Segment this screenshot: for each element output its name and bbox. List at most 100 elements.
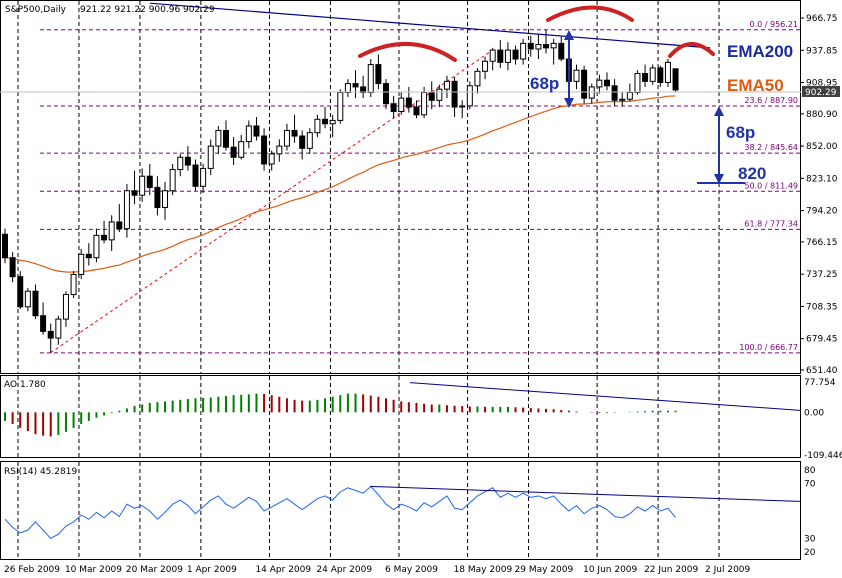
candle-body — [451, 80, 458, 108]
candle-body — [207, 145, 214, 169]
candle-body — [337, 92, 344, 121]
move-arrow-top-head-up — [564, 30, 574, 40]
candle-body — [162, 190, 169, 208]
move-arrow-top-head-down — [564, 98, 574, 108]
candle-body — [459, 105, 466, 108]
candle-body — [299, 135, 306, 149]
fib-level-label: 100.0 / 666.77 — [739, 343, 798, 352]
candle-body — [405, 97, 412, 108]
rsi-title: RSI(14) 45.2819 — [4, 467, 77, 477]
candle-body — [78, 253, 85, 275]
current-price-tag-bg — [802, 86, 840, 97]
candle-body — [245, 125, 252, 143]
candle-body — [535, 44, 542, 50]
price-axis: 26 Feb 2009 10 Mar 2009 20 Mar 2009 1 Apr 2… — [4, 14, 842, 575]
candle-body — [101, 234, 108, 241]
candle-body — [306, 132, 313, 149]
candle-body — [558, 42, 565, 60]
rsi-tick-label: 30 — [804, 534, 816, 544]
candle-body — [657, 67, 664, 83]
candle-body — [664, 61, 671, 83]
ao-panel-frame — [0, 375, 801, 458]
candle-body — [390, 103, 397, 112]
date-tick-label: 10 Jun 2009 — [583, 565, 637, 575]
candle-body — [55, 318, 62, 339]
candle-body — [222, 129, 229, 148]
rsi-tick-label: 80 — [804, 466, 816, 476]
rsi-trend-line — [369, 485, 801, 502]
candle-body — [85, 253, 92, 259]
candle-body — [603, 79, 610, 87]
price-tick-label: 937.85 — [806, 46, 838, 56]
candle-body — [215, 129, 222, 147]
candle-body — [352, 83, 359, 88]
candle-body — [276, 145, 283, 155]
candle-body — [253, 125, 260, 137]
candle-body — [32, 290, 39, 317]
candle-body — [504, 49, 511, 63]
fib-level-label: 0.0 / 956.21 — [750, 20, 799, 29]
date-tick-label: 2 Jul 2009 — [705, 565, 750, 575]
ao-tick-label: -109.446 — [804, 451, 842, 461]
rsi-panel-frame — [0, 461, 801, 560]
candle-body — [116, 221, 123, 230]
candle-body — [192, 164, 199, 187]
move-arrow-right-head-up — [714, 106, 724, 116]
ema50-label: EMA50 — [727, 76, 784, 95]
date-tick-label: 22 Jun 2009 — [644, 565, 698, 575]
ema200-label: EMA200 — [727, 42, 793, 61]
price-tick-label: 908.95 — [806, 79, 838, 89]
candle-body — [139, 175, 146, 196]
price-tick-label: 794.20 — [806, 207, 838, 217]
candle-body — [40, 315, 47, 332]
candle-body — [588, 86, 595, 99]
candle-body — [626, 92, 633, 100]
candle-body — [62, 294, 69, 320]
date-tick-label: 26 Feb 2009 — [4, 565, 60, 575]
candle-body — [672, 68, 679, 91]
ao-trend-line — [409, 382, 801, 411]
candle-body — [596, 79, 603, 88]
candle-body — [550, 42, 557, 49]
candle-body — [367, 64, 374, 94]
candle-body — [154, 186, 161, 208]
trend-line-support — [50, 49, 493, 353]
ao-histogram — [4, 382, 801, 437]
candle-body — [230, 146, 237, 158]
move-label-right: 68p — [726, 123, 755, 142]
date-tick-label: 1 Apr 2009 — [187, 565, 237, 575]
candle-body — [2, 233, 8, 259]
rsi-polyline — [4, 485, 676, 539]
candle-body — [261, 135, 268, 165]
candle-body — [443, 80, 450, 90]
vertical-grid — [17, 1, 720, 559]
candle-body — [238, 141, 245, 158]
rsi-tick-label: 70 — [804, 480, 816, 490]
candle-body — [428, 92, 435, 101]
candle-body — [398, 97, 405, 112]
candle-body — [200, 167, 207, 187]
price-tick-label: 737.25 — [806, 270, 838, 280]
candle-body — [436, 88, 443, 101]
price-tick-label: 880.90 — [806, 110, 838, 120]
rsi-tick-label: 20 — [804, 548, 816, 558]
candle-body — [413, 106, 420, 116]
date-tick-label: 20 Mar 2009 — [126, 565, 183, 575]
candle-body — [108, 221, 115, 241]
candle-body — [482, 60, 489, 72]
candle-body — [543, 44, 550, 49]
price-tick-label: 708.35 — [806, 302, 838, 312]
candle-body — [611, 85, 618, 101]
candle-body — [123, 190, 130, 230]
annotations: 68p 68p 820 EMA200 EMA50 — [358, 5, 793, 184]
candle-body — [360, 86, 367, 94]
candle-body — [329, 119, 336, 125]
ao-tick-label: 0.00 — [804, 408, 824, 418]
candlestick-series — [2, 29, 679, 353]
main-panel-frame — [0, 0, 801, 374]
candle-body — [268, 153, 275, 165]
candle-body — [474, 70, 481, 87]
top-arc-right — [668, 42, 715, 58]
rsi-line — [4, 485, 801, 539]
